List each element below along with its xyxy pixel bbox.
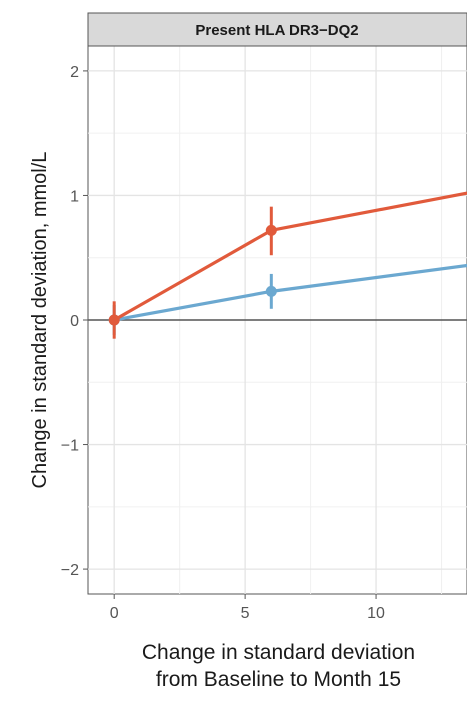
y-axis-title: Change in standard deviation, mmol/L — [29, 152, 51, 489]
panel-title: Present HLA DR3−DQ2 — [195, 22, 358, 39]
x-tick-label: 5 — [241, 605, 250, 622]
y-tick-label: −2 — [61, 562, 79, 579]
y-tick-label: 2 — [70, 64, 79, 81]
axes: −2−1012051015 — [61, 64, 385, 622]
caption-line-2: from Baseline to Month 15 — [155, 668, 402, 691]
series-layer — [108, 191, 467, 339]
caption-line-1: Change in standard deviation — [141, 641, 416, 664]
y-tick-label: −1 — [61, 438, 79, 455]
x-tick-label: 0 — [110, 605, 119, 622]
x-tick-label: 10 — [367, 605, 385, 622]
data-point — [108, 314, 120, 326]
data-point — [265, 224, 277, 236]
panel-strip — [87, 12, 467, 47]
y-tick-label: 0 — [70, 313, 79, 330]
data-point — [265, 285, 277, 297]
y-tick-label: 1 — [70, 188, 79, 205]
